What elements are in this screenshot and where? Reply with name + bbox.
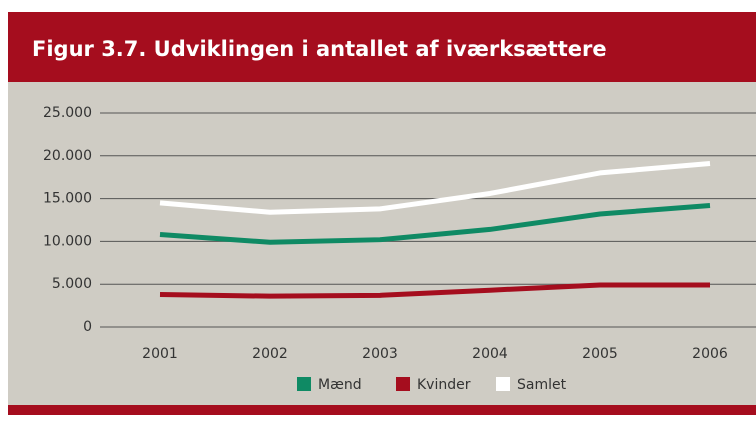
legend-swatch: [396, 377, 410, 391]
series-line: [159, 161, 711, 215]
y-tick-label: 0: [83, 319, 92, 335]
legend-swatch: [297, 377, 311, 391]
y-tick-label: 15.000: [43, 191, 92, 207]
legend-swatch: [496, 377, 510, 391]
legend-label: Kvinder: [417, 377, 471, 393]
series-line: [159, 202, 711, 245]
x-tick-label: 2002: [252, 346, 288, 362]
chart-title: Figur 3.7. Udviklingen i antallet af ivæ…: [32, 37, 607, 61]
series-line: [159, 282, 710, 299]
legend-label: Samlet: [517, 377, 567, 393]
x-tick-label: 2004: [472, 346, 508, 362]
y-tick-label: 25.000: [43, 105, 92, 121]
footer-band: [8, 405, 756, 415]
x-tick-label: 2005: [582, 346, 618, 362]
y-tick-label: 5.000: [52, 276, 92, 292]
x-tick-label: 2006: [692, 346, 728, 362]
legend-label: Mænd: [318, 377, 362, 393]
plot-background: [8, 82, 756, 405]
x-tick-label: 2003: [362, 346, 398, 362]
y-tick-label: 20.000: [43, 148, 92, 164]
x-tick-label: 2001: [142, 346, 178, 362]
header-band: [8, 12, 756, 82]
y-tick-label: 10.000: [43, 233, 92, 249]
